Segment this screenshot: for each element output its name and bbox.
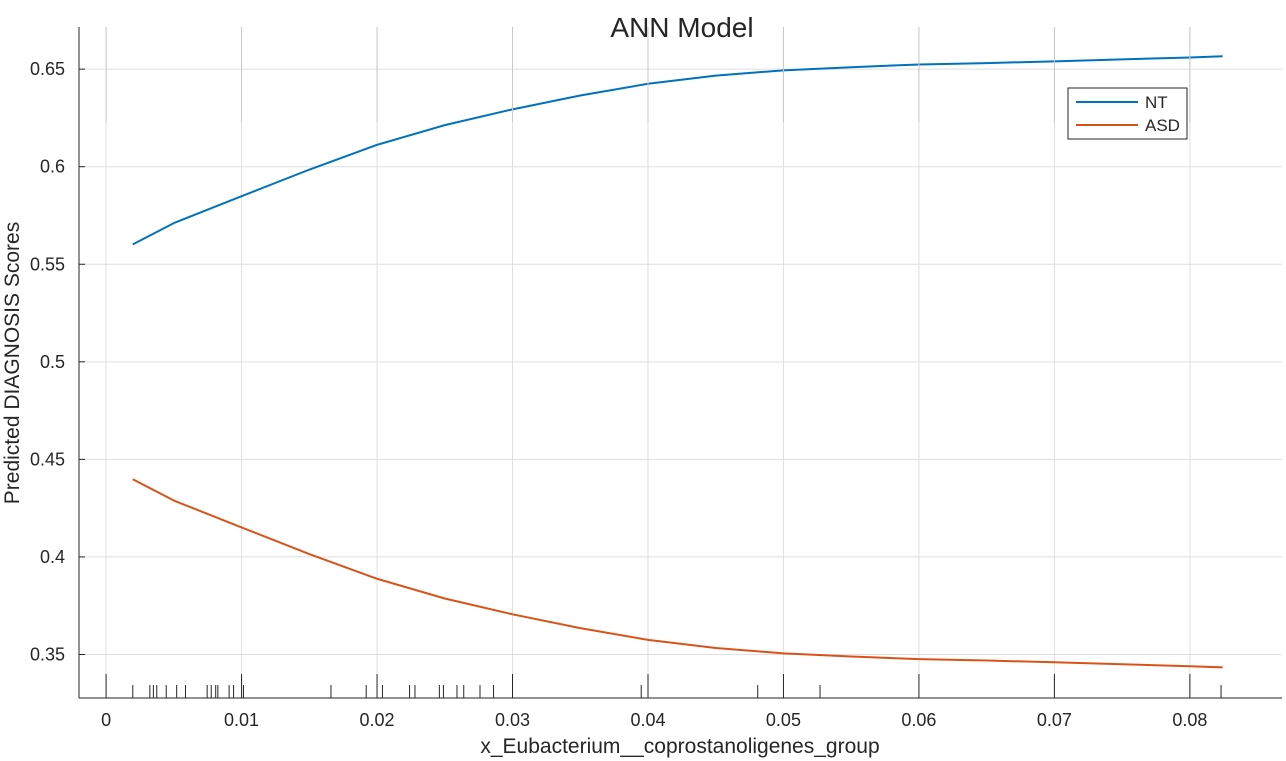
y-tick-label: 0.55: [30, 254, 65, 274]
y-tick-label: 0.6: [40, 157, 65, 177]
x-axis-ticks: 0 0.01 0.02 0.03 0.04 0.05 0.06 0.07 0.08: [101, 27, 1207, 730]
x-tick-label: 0.06: [901, 710, 936, 730]
x-tick-label: 0.04: [630, 710, 665, 730]
rug-marks: [132, 685, 1222, 698]
x-tick-label: 0: [101, 710, 111, 730]
x-axis-label: x_Eubacterium__coprostanoligenes_group: [480, 735, 879, 758]
axes: [78, 27, 1282, 699]
x-tick-label: 0.02: [360, 710, 395, 730]
y-tick-label: 0.35: [30, 644, 65, 664]
series-line-nt: [132, 55, 1223, 246]
y-tick-label: 0.65: [30, 59, 65, 79]
x-tick-label: 0.01: [224, 710, 259, 730]
legend-box: [1067, 87, 1188, 140]
legend: NT ASD: [1067, 87, 1188, 140]
series-line-asd: [132, 478, 1223, 669]
y-tick-label: 0.4: [40, 547, 65, 567]
y-axis-label: Predicted DIAGNOSIS Scores: [1, 222, 24, 504]
y-axis-ticks: 0.35 0.4 0.45 0.5 0.55 0.6 0.65: [30, 59, 85, 664]
y-tick-label: 0.5: [40, 352, 65, 372]
y-tick-label: 0.45: [30, 449, 65, 469]
chart-title: ANN Model: [610, 12, 753, 43]
x-tick-label: 0.07: [1037, 710, 1072, 730]
series-lines: [132, 55, 1223, 669]
x-tick-label: 0.05: [766, 710, 801, 730]
x-tick-label: 0.08: [1172, 710, 1207, 730]
x-tick-label: 0.03: [495, 710, 530, 730]
grid-lines: [79, 27, 1282, 698]
legend-label-nt: NT: [1145, 93, 1168, 112]
legend-label-asd: ASD: [1145, 116, 1180, 135]
